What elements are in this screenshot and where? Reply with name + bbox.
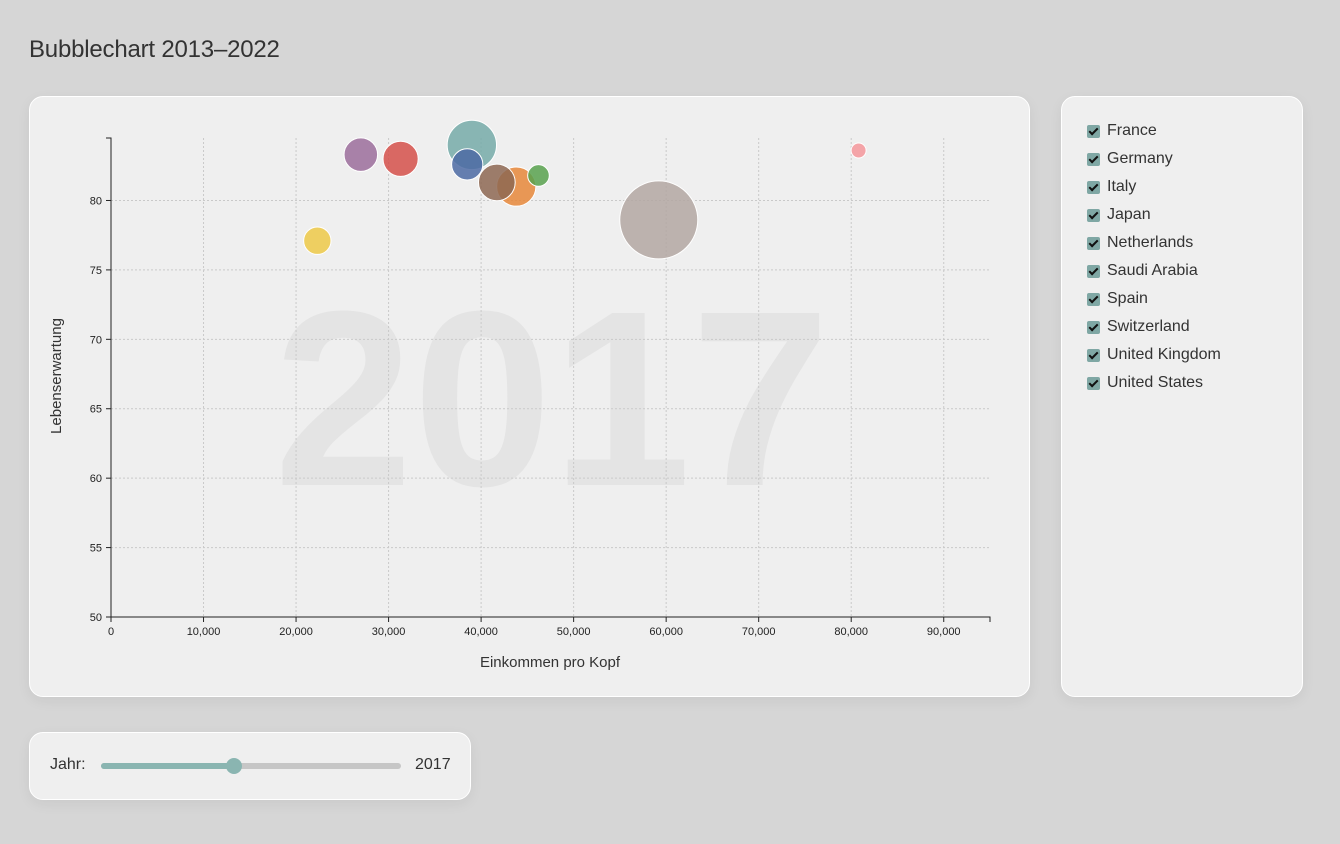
y-axis-line [106, 137, 112, 617]
legend-item-label: United Kingdom [1107, 346, 1221, 363]
chart-panel: 2017 0 10,000 20,000 30,000 40,000 50,000 60,0… [29, 96, 1030, 697]
legend-item-label: Switzerland [1107, 318, 1190, 335]
legend-item-label: Germany [1107, 150, 1173, 167]
year-slider-fill [101, 763, 235, 769]
legend-item[interactable]: Saudi Arabia [1087, 257, 1302, 285]
bubble-chart: 2017 0 10,000 20,000 30,000 40,000 50,000 60,0… [48, 119, 991, 671]
year-slider-panel: Jahr: 2017 [29, 732, 471, 800]
y-tick-label: 60 [90, 473, 102, 485]
y-tick-label: 80 [90, 195, 102, 207]
checkbox[interactable] [1087, 264, 1100, 278]
x-tick-label: 50,000 [557, 626, 591, 638]
checkbox[interactable] [1087, 236, 1100, 250]
bubble[interactable] [527, 164, 550, 187]
legend-item-label: Saudi Arabia [1107, 262, 1198, 279]
legend-item-label: Japan [1107, 206, 1151, 223]
bubble[interactable] [303, 226, 332, 255]
checkbox[interactable] [1087, 292, 1100, 306]
x-axis-title: Einkommen pro Kopf [480, 654, 621, 671]
x-tick-label: 80,000 [834, 626, 868, 638]
country-filter-panel: France Germany Italy Japan Netherlands Saudi … [1061, 96, 1303, 697]
bubble[interactable] [619, 180, 699, 260]
legend-item[interactable]: France [1087, 117, 1302, 145]
checkbox[interactable] [1087, 124, 1100, 138]
x-tick-label: 90,000 [927, 626, 961, 638]
x-tick-label: 60,000 [649, 626, 683, 638]
y-tick-label: 55 [90, 543, 102, 555]
y-tick-label: 65 [90, 404, 102, 416]
legend-item-label: Spain [1107, 290, 1148, 307]
legend-item-label: France [1107, 122, 1157, 139]
checkbox[interactable] [1087, 152, 1100, 166]
y-tick-label: 50 [90, 612, 102, 624]
bubble[interactable] [451, 148, 484, 181]
year-watermark: 2017 [274, 259, 830, 538]
year-slider-track[interactable] [101, 758, 401, 774]
x-tick-label: 30,000 [372, 626, 406, 638]
checkbox[interactable] [1087, 348, 1100, 362]
legend-item[interactable]: Italy [1087, 173, 1302, 201]
y-tick-label: 70 [90, 334, 102, 346]
legend-item[interactable]: Spain [1087, 285, 1302, 313]
year-slider-thumb[interactable] [226, 758, 243, 774]
legend-item[interactable]: Switzerland [1087, 313, 1302, 341]
checkbox[interactable] [1087, 376, 1100, 390]
legend-item[interactable]: Netherlands [1087, 229, 1302, 257]
legend-item-label: Italy [1107, 178, 1137, 195]
bubble[interactable] [477, 163, 516, 202]
checkbox[interactable] [1087, 320, 1100, 334]
legend-item[interactable]: United States [1087, 369, 1302, 397]
page-title: Bubblechart 2013–2022 [29, 36, 280, 63]
year-slider-label: Jahr: [50, 756, 86, 773]
y-tick-label: 75 [90, 265, 102, 277]
bubble[interactable] [343, 137, 379, 172]
x-tick-label: 70,000 [742, 626, 776, 638]
x-tick-label: 40,000 [464, 626, 498, 638]
legend-item-label: United States [1107, 374, 1204, 391]
legend-item[interactable]: Germany [1087, 145, 1302, 173]
x-tick-label: 20,000 [279, 626, 313, 638]
checkbox[interactable] [1087, 208, 1100, 222]
checkbox[interactable] [1087, 180, 1100, 194]
year-slider-value: 2017 [415, 756, 451, 773]
y-axis-title: Lebenserwartung [48, 318, 65, 434]
legend-item-label: Netherlands [1107, 234, 1194, 251]
legend-item[interactable]: United Kingdom [1087, 341, 1302, 369]
x-tick-label: 0 [108, 626, 114, 638]
bubble[interactable] [382, 140, 419, 177]
bubble[interactable] [850, 142, 867, 159]
x-axis-line [111, 616, 991, 622]
legend-item[interactable]: Japan [1087, 201, 1302, 229]
x-tick-label: 10,000 [187, 626, 221, 638]
